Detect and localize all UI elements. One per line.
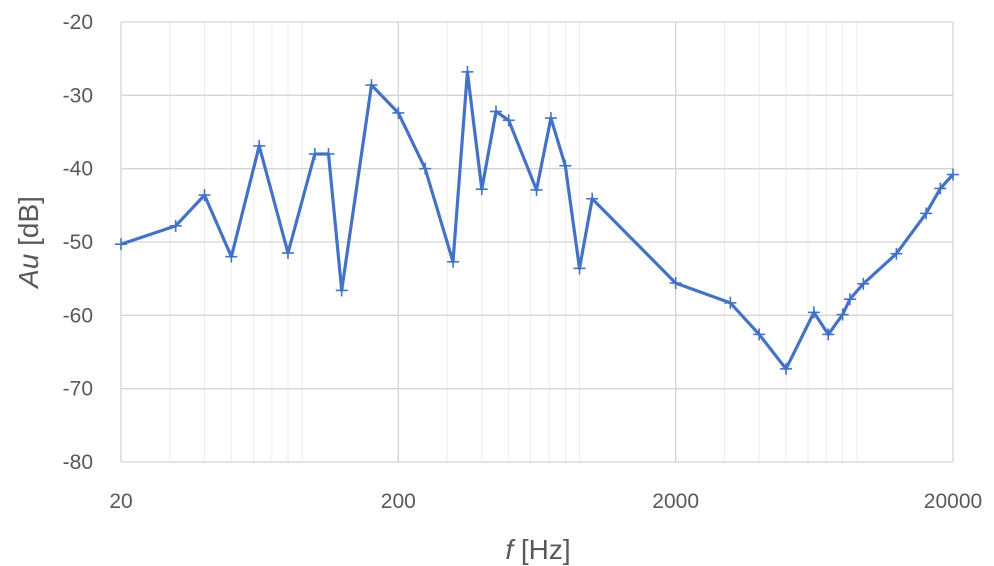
major-gridlines — [120, 21, 954, 463]
data-point-marker — [807, 306, 820, 319]
y-tick-label: -60 — [63, 304, 93, 327]
x-axis-symbol: f — [505, 534, 516, 565]
y-axis-title: Au [dB] — [13, 196, 44, 290]
y-tick-labels: -20 -30 -40 -50 -60 -70 -80 — [63, 11, 93, 474]
data-point-marker — [724, 296, 737, 309]
data-point-marker — [502, 114, 515, 127]
data-point-marker — [253, 139, 266, 152]
data-point-marker — [843, 293, 856, 306]
data-point-marker — [322, 148, 335, 160]
x-tick-label: 2000 — [652, 490, 699, 513]
data-point-marker — [857, 277, 870, 290]
data-point-marker — [890, 247, 903, 260]
y-axis-unit: [dB] — [13, 196, 44, 246]
y-tick-label: -40 — [63, 158, 93, 181]
data-point-marker — [822, 328, 835, 341]
x-tick-label: 200 — [381, 490, 416, 513]
data-point-marker — [461, 65, 474, 78]
data-point-marker — [308, 148, 321, 160]
data-point-marker — [934, 182, 947, 195]
data-point-marker — [780, 362, 793, 375]
data-point-marker — [447, 255, 460, 268]
x-tick-labels: 20 200 2000 20000 — [109, 490, 982, 513]
data-point-marker — [573, 262, 586, 275]
data-point-marker — [753, 328, 766, 341]
data-point-marker — [365, 79, 378, 92]
data-point-marker — [475, 183, 488, 196]
data-point-marker — [836, 308, 849, 321]
series-group — [115, 65, 959, 375]
data-point-marker — [559, 159, 572, 172]
y-tick-label: -70 — [63, 378, 93, 401]
data-point-marker — [198, 189, 211, 202]
data-point-marker — [335, 284, 348, 297]
x-axis-title: f [Hz] — [505, 534, 570, 565]
data-point-marker — [169, 219, 182, 232]
x-axis-unit: [Hz] — [521, 534, 571, 565]
data-point-marker — [947, 168, 959, 181]
y-tick-label: -20 — [63, 11, 93, 34]
data-point-marker — [920, 207, 933, 220]
y-axis-space — [13, 246, 44, 254]
y-tick-label: -50 — [63, 231, 93, 254]
data-point-marker — [115, 238, 127, 251]
data-point-marker — [544, 112, 557, 125]
x-tick-label: 20000 — [924, 490, 982, 513]
data-point-marker — [586, 192, 599, 205]
y-tick-label: -30 — [63, 84, 93, 107]
data-point-marker — [669, 277, 682, 290]
x-axis-space — [513, 534, 521, 565]
data-point-marker — [490, 105, 503, 118]
series-line — [120, 70, 955, 371]
data-point-marker — [419, 162, 432, 175]
data-point-marker — [392, 106, 405, 119]
y-axis-symbol: Au — [13, 253, 44, 290]
y-tick-label: -80 — [63, 451, 93, 474]
x-tick-label: 20 — [109, 490, 132, 513]
data-point-marker — [281, 247, 294, 259]
data-point-marker — [225, 250, 238, 263]
data-point-marker — [530, 183, 543, 196]
